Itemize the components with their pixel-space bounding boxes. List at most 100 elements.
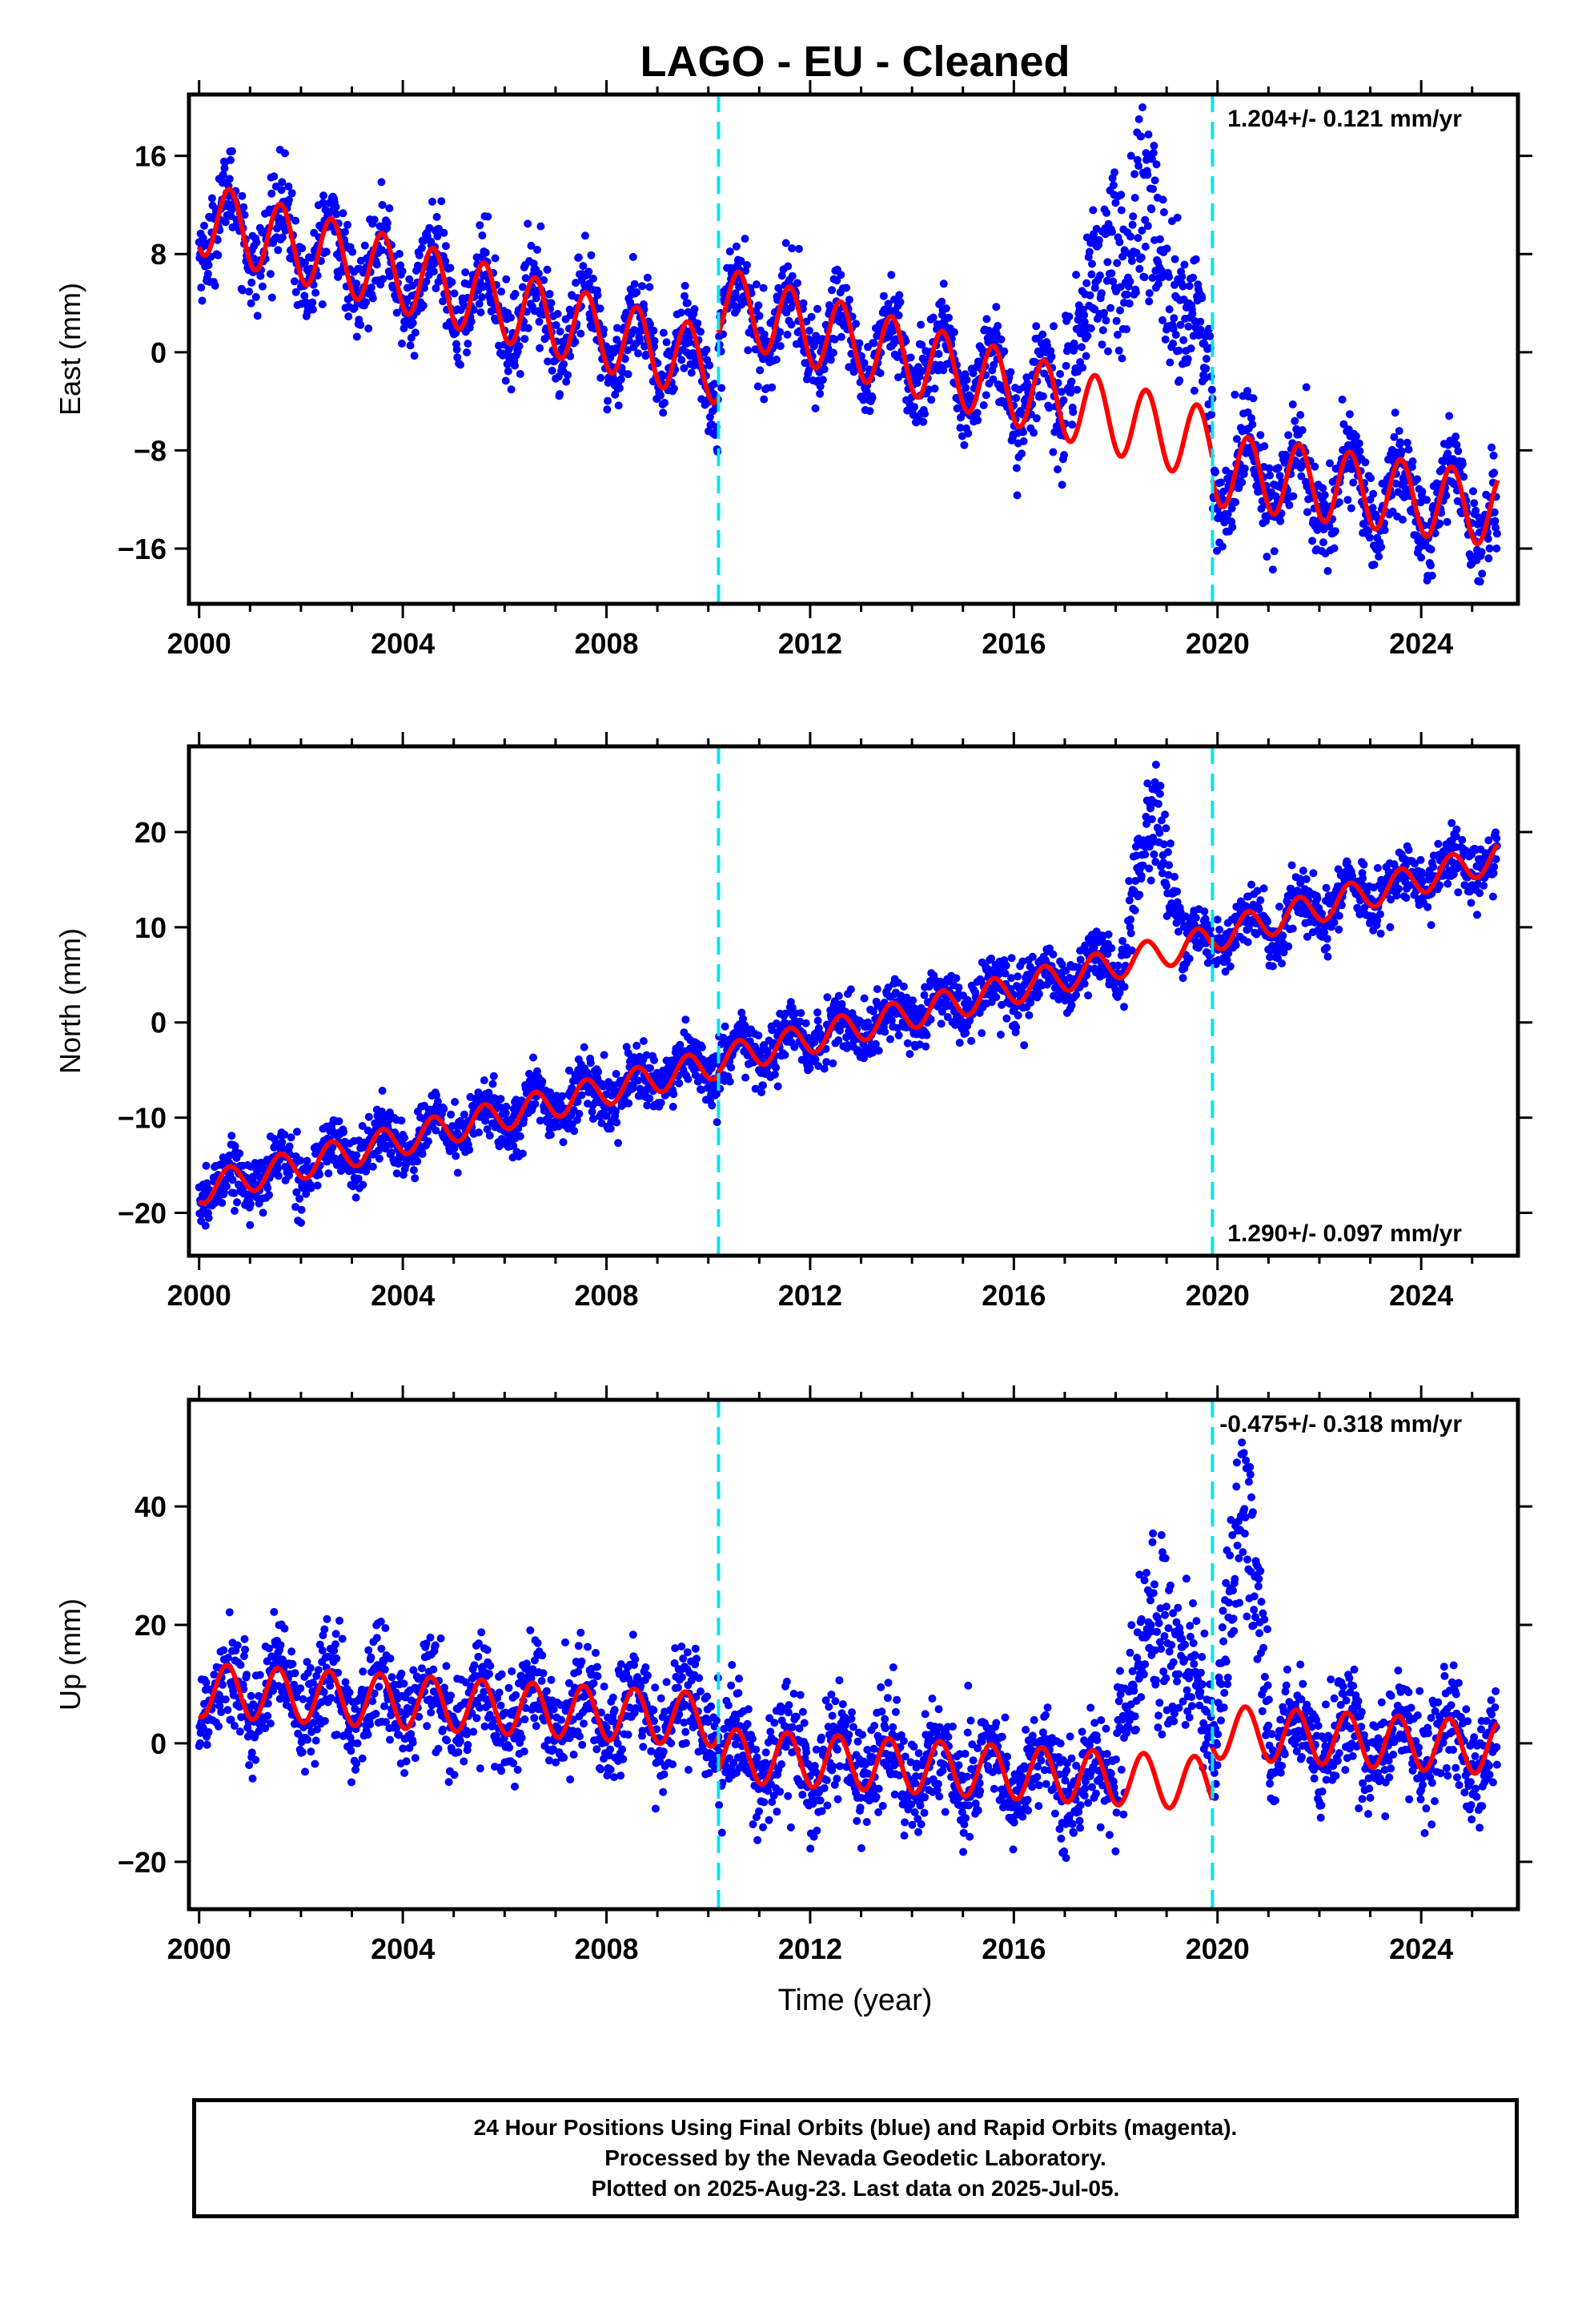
data-point — [516, 1132, 524, 1140]
data-point — [247, 299, 255, 308]
data-point — [1115, 238, 1124, 247]
data-point — [816, 389, 825, 398]
data-point — [392, 1169, 401, 1178]
data-point — [896, 298, 905, 307]
model-fit-line — [716, 269, 1215, 474]
data-point — [956, 424, 965, 432]
data-point — [1058, 388, 1066, 396]
data-point — [1096, 271, 1104, 279]
data-point — [1275, 903, 1283, 911]
data-point — [1116, 306, 1124, 315]
data-point — [922, 1031, 931, 1039]
data-point — [352, 332, 361, 341]
data-point — [1109, 277, 1118, 286]
data-point — [227, 1132, 236, 1140]
data-point — [828, 286, 837, 295]
data-points — [195, 103, 1501, 586]
data-point — [267, 189, 276, 198]
data-point — [683, 299, 692, 308]
data-point — [292, 1188, 301, 1196]
data-point — [1343, 496, 1352, 505]
data-point — [1002, 1014, 1011, 1023]
data-point — [773, 334, 782, 343]
data-point — [1492, 529, 1501, 538]
data-point — [1166, 839, 1174, 848]
data-point — [600, 325, 608, 334]
data-point — [1113, 331, 1122, 339]
data-point — [1113, 259, 1122, 267]
data-point — [862, 387, 871, 396]
data-point — [240, 211, 249, 219]
data-point — [531, 1100, 540, 1108]
data-point — [1302, 383, 1311, 392]
x-tick-label: 2016 — [982, 627, 1046, 660]
data-point — [731, 289, 740, 298]
data-point — [571, 338, 580, 346]
data-point — [1170, 255, 1179, 263]
data-point — [881, 1027, 889, 1036]
data-point — [432, 1126, 440, 1135]
data-point — [1156, 782, 1165, 790]
data-point — [1169, 324, 1178, 333]
data-point — [211, 1199, 219, 1207]
data-point — [1247, 880, 1255, 889]
data-point — [1141, 850, 1150, 858]
data-point — [534, 269, 543, 278]
data-point — [465, 1145, 474, 1154]
data-point — [1038, 330, 1047, 339]
data-point — [372, 260, 381, 269]
data-point — [580, 231, 589, 240]
data-point — [760, 395, 769, 404]
data-point — [1086, 324, 1095, 332]
data-point — [952, 974, 961, 983]
data-point — [1082, 352, 1090, 360]
data-point — [1369, 489, 1378, 498]
data-point — [362, 298, 371, 307]
data-point — [919, 417, 928, 426]
data-point — [927, 396, 936, 404]
data-point — [1395, 427, 1403, 436]
data-point — [1098, 326, 1107, 335]
data-point — [725, 1077, 734, 1086]
y-axis-label: East (mm) — [54, 283, 86, 416]
data-point — [1492, 544, 1501, 553]
data-point — [1196, 317, 1205, 326]
data-point — [823, 993, 832, 1002]
data-point — [1145, 864, 1154, 873]
data-point — [405, 275, 414, 283]
data-point — [1390, 432, 1399, 441]
data-point — [1470, 499, 1479, 508]
data-point — [1345, 410, 1354, 419]
data-point — [464, 340, 472, 348]
data-point — [612, 1118, 621, 1127]
data-point — [830, 335, 839, 344]
data-point — [874, 1047, 883, 1055]
data-point — [1162, 882, 1170, 891]
data-point — [1367, 474, 1375, 482]
data-point — [1238, 478, 1247, 487]
data-point — [1228, 523, 1237, 532]
data-point — [1114, 346, 1123, 355]
data-point — [1263, 553, 1271, 561]
data-point — [1442, 491, 1451, 500]
data-point — [227, 147, 236, 155]
data-point — [886, 1035, 894, 1043]
data-point — [1163, 848, 1172, 856]
data-point — [955, 1039, 964, 1047]
data-point — [974, 416, 982, 424]
data-point — [829, 348, 837, 357]
data-point — [1211, 468, 1220, 476]
data-point — [415, 263, 424, 272]
data-point — [1100, 308, 1108, 317]
data-point — [453, 1168, 462, 1177]
data-point — [359, 1180, 367, 1189]
data-point — [1154, 279, 1162, 288]
data-point — [451, 1098, 460, 1106]
data-point — [227, 155, 235, 164]
data-point — [805, 366, 813, 375]
data-point — [1118, 937, 1127, 945]
data-point — [1137, 871, 1146, 880]
data-point — [256, 271, 265, 280]
data-point — [246, 1220, 255, 1229]
data-point — [879, 292, 888, 300]
